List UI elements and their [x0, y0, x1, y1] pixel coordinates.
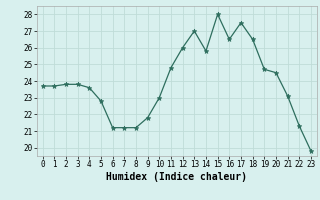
X-axis label: Humidex (Indice chaleur): Humidex (Indice chaleur)	[106, 172, 247, 182]
